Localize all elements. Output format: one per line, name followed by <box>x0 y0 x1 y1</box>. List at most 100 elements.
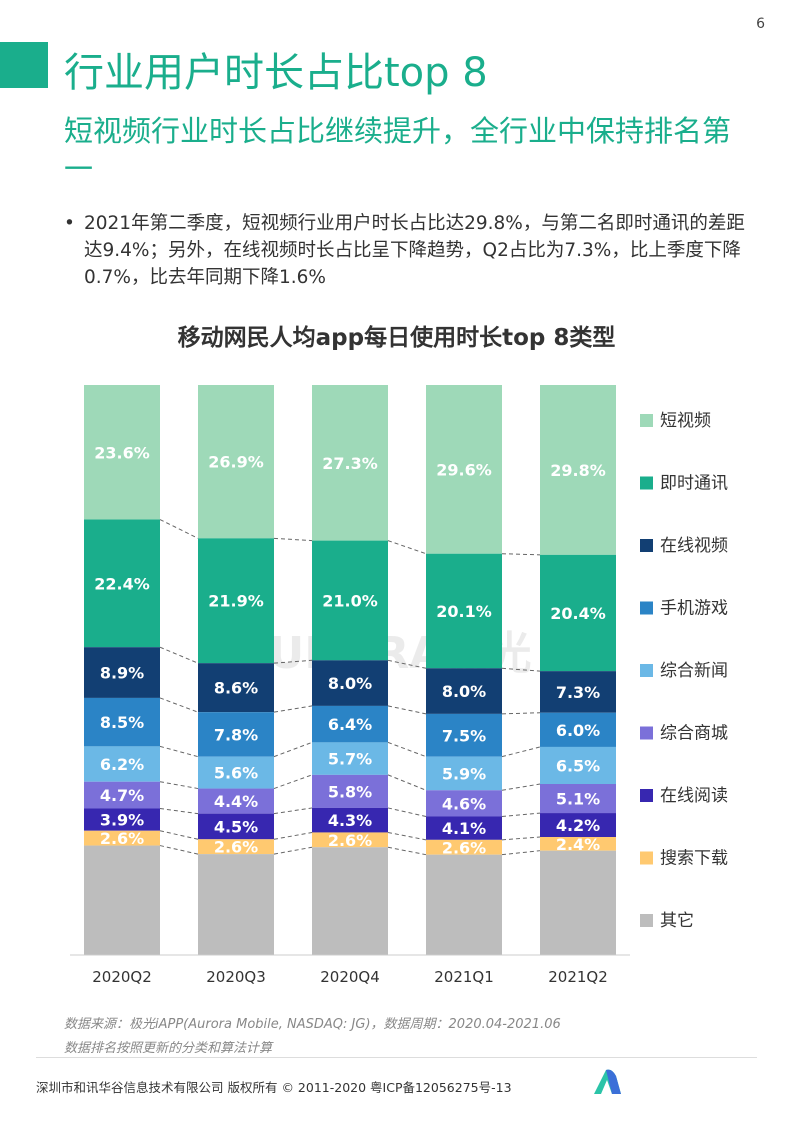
connector-line <box>273 705 313 713</box>
legend-swatch <box>640 851 653 865</box>
bar-segment <box>198 854 274 955</box>
bar-segment <box>198 385 274 539</box>
bar-segment <box>312 540 388 661</box>
legend-label: 综合商城 <box>660 724 728 744</box>
data-label: 29.6% <box>436 460 492 479</box>
legend-swatch <box>640 476 653 490</box>
connector-line <box>387 705 427 715</box>
connector-line <box>273 537 313 542</box>
legend-swatch <box>640 414 653 427</box>
x-tick-label: 2020Q4 <box>320 968 380 986</box>
legend-swatch <box>640 789 653 802</box>
connector-line <box>501 850 541 856</box>
data-label: 20.4% <box>550 604 606 623</box>
data-label: 29.8% <box>550 461 606 480</box>
bar-segment <box>312 807 388 833</box>
connector-line <box>273 807 313 815</box>
bar-segment <box>540 671 616 713</box>
bar-segment <box>84 845 160 955</box>
connector-line <box>501 667 541 672</box>
connector-line <box>387 741 427 758</box>
bar-segment <box>84 830 160 846</box>
bar-segment <box>426 553 502 669</box>
bullet-text: 2021年第二季度，短视频行业用户时长占比达29.8%，与第二名即时通讯的差距达… <box>84 213 745 288</box>
bar-segment <box>426 713 502 757</box>
connector-line <box>501 783 541 791</box>
bar-segment <box>198 813 274 840</box>
legend-swatch <box>640 664 653 677</box>
bar-segment <box>540 850 616 955</box>
data-label: 8.5% <box>100 713 144 732</box>
aurora-logo <box>592 1068 622 1096</box>
bar-segment <box>84 385 160 520</box>
legend-label: 手机游戏 <box>660 599 728 619</box>
bar-segment <box>426 385 502 554</box>
connector-line <box>387 831 427 841</box>
legend-label: 综合新闻 <box>660 661 728 681</box>
connector-line <box>159 697 199 713</box>
footer-copyright: 深圳市和讯华谷信息技术有限公司 版权所有 © 2011-2020 粤ICP备12… <box>36 1080 512 1095</box>
data-label: 5.8% <box>328 782 372 801</box>
data-label: 4.7% <box>100 786 144 805</box>
data-label: 4.5% <box>214 817 258 836</box>
bar-segment <box>312 832 388 848</box>
bar-segment <box>540 554 616 672</box>
bar-segment <box>540 746 616 784</box>
x-tick-label: 2020Q3 <box>206 968 266 986</box>
data-label: 4.3% <box>328 811 372 830</box>
connector-line <box>159 519 199 539</box>
legend-label: 在线阅读 <box>660 786 728 806</box>
data-label: 5.9% <box>442 764 486 783</box>
legend-label: 搜索下载 <box>660 849 728 869</box>
stacked-bar-chart: URORA极光23.6%22.4%8.9%8.5%6.2%4.7%3.9%2.6… <box>70 385 728 986</box>
bar-segment <box>426 816 502 840</box>
connector-line <box>159 808 199 815</box>
data-label: 8.0% <box>328 674 372 693</box>
legend-swatch <box>640 539 653 552</box>
connector-line <box>501 712 541 715</box>
data-label: 2.6% <box>328 831 372 850</box>
bar-segment <box>84 808 160 831</box>
data-label: 27.3% <box>322 454 378 473</box>
data-label: 7.3% <box>556 683 600 702</box>
bar-segment <box>312 705 388 743</box>
data-label: 7.5% <box>442 726 486 745</box>
connector-line <box>273 846 313 855</box>
x-tick-label: 2020Q2 <box>92 968 152 986</box>
data-label: 6.4% <box>328 715 372 734</box>
bar-segment <box>198 788 274 814</box>
bar-segment <box>540 712 616 747</box>
connector-line <box>273 831 313 840</box>
connector-line <box>501 746 541 758</box>
bar-segment <box>426 756 502 791</box>
bar-segment <box>198 663 274 713</box>
bar-segment <box>198 712 274 757</box>
data-label: 2.4% <box>556 835 600 854</box>
connector-line <box>159 830 199 840</box>
data-label: 5.7% <box>328 750 372 769</box>
bar-segment <box>426 790 502 817</box>
data-label: 8.6% <box>214 679 258 698</box>
data-label: 6.0% <box>556 721 600 740</box>
legend-label: 短视频 <box>660 411 711 431</box>
connector-line <box>159 845 199 855</box>
data-label: 8.9% <box>100 664 144 683</box>
legend-swatch <box>640 914 653 927</box>
data-label: 6.2% <box>100 755 144 774</box>
source-note: 数据来源：极光iAPP(Aurora Mobile, NASDAQ: JG)，数… <box>64 1017 561 1032</box>
data-label: 6.5% <box>556 756 600 775</box>
bar-segment <box>426 854 502 955</box>
bar-segment <box>540 837 616 851</box>
data-label: 8.0% <box>442 682 486 701</box>
bar-segment <box>312 847 388 955</box>
page-title: 行业用户时长占比top 8 <box>64 50 488 96</box>
bar-segment <box>540 813 616 838</box>
bar-segment <box>312 385 388 541</box>
bar-segment <box>312 660 388 706</box>
bar-segment <box>198 538 274 664</box>
data-label: 4.1% <box>442 819 486 838</box>
aurora-logo-icon <box>594 1069 621 1094</box>
bar-segment <box>540 385 616 555</box>
connector-line <box>273 741 313 758</box>
